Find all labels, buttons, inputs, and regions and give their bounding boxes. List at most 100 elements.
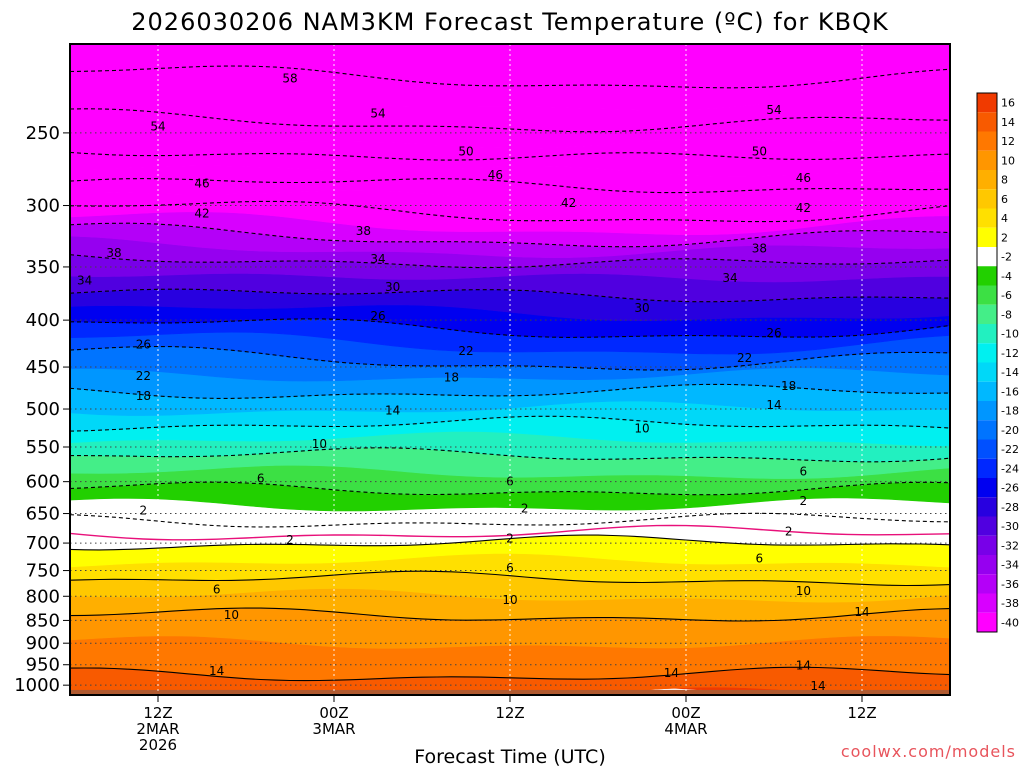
- colorbar-swatch: [977, 247, 997, 267]
- contour-label: 14: [209, 664, 224, 678]
- contour-label: 14: [796, 659, 811, 673]
- colorbar-swatch: [977, 150, 997, 170]
- contour-label: 2: [140, 503, 148, 517]
- contour-label: 38: [106, 246, 121, 260]
- colorbar-label: -22: [1001, 443, 1019, 456]
- contour-label: 42: [796, 201, 811, 215]
- colorbar-label: -28: [1001, 501, 1019, 514]
- y-tick-label: 550: [26, 437, 60, 458]
- colorbar-swatch: [977, 170, 997, 190]
- contour-label: 42: [561, 196, 576, 210]
- colorbar-label: -32: [1001, 539, 1019, 552]
- contour-label: 2: [800, 494, 808, 508]
- y-tick-label: 250: [26, 123, 60, 144]
- y-tick-label: 600: [26, 472, 60, 493]
- contour-label: 14: [766, 398, 781, 412]
- contour-label: 2: [521, 502, 529, 516]
- contour-line: [70, 65, 950, 89]
- colorbar-label: -2: [1001, 251, 1012, 264]
- contour-label: 42: [194, 206, 209, 220]
- colorbar-label: -34: [1001, 559, 1019, 572]
- contour-line: [70, 534, 950, 551]
- x-tick-label: 12Z: [495, 704, 524, 722]
- contour-label: 10: [312, 437, 327, 451]
- contour-line: [70, 512, 950, 528]
- x-tick-label: 12Z: [143, 704, 172, 722]
- colorbar-swatch: [977, 381, 997, 401]
- colorbar-swatch: [977, 439, 997, 459]
- contour-label: 46: [194, 177, 209, 191]
- surface-band: [70, 689, 950, 695]
- contour-label: 6: [800, 465, 808, 479]
- contour-label: 30: [385, 280, 400, 294]
- x-tick-label: 12Z: [847, 704, 876, 722]
- y-tick-label: 350: [26, 257, 60, 278]
- colorbar-frame: [976, 92, 998, 633]
- colorbar-swatch: [977, 362, 997, 382]
- y-tick-label: 400: [26, 310, 60, 331]
- temperature-band: [143, 44, 946, 54]
- colorbar-label: -14: [1001, 366, 1019, 379]
- colorbar-label: -4: [1001, 270, 1012, 283]
- colorbar-swatch: [977, 593, 997, 613]
- x-tick-label: 2MAR: [136, 720, 179, 738]
- colorbar-swatch: [977, 93, 997, 113]
- contour-label: 18: [444, 371, 459, 385]
- y-tick-label: 500: [26, 399, 60, 420]
- colorbar-swatch: [977, 266, 997, 286]
- colorbar-swatch: [977, 478, 997, 498]
- colorbar-label: 12: [1001, 135, 1015, 148]
- colorbar-label: 10: [1001, 154, 1015, 167]
- colorbar-swatch: [977, 343, 997, 363]
- contour-label: 22: [737, 351, 752, 365]
- colorbar-label: -24: [1001, 462, 1019, 475]
- contour-label: 14: [854, 605, 869, 619]
- colorbar-label: -8: [1001, 308, 1012, 321]
- contour-line: [70, 607, 950, 622]
- contour-label: 14: [664, 666, 679, 680]
- contour-line: [70, 666, 950, 682]
- colorbar-swatch: [977, 227, 997, 247]
- colorbar-label: 14: [1001, 116, 1015, 129]
- contour-label: 6: [213, 583, 221, 597]
- freezing-line: [70, 524, 950, 541]
- contour-label: 10: [502, 593, 517, 607]
- colorbar-swatch: [977, 516, 997, 536]
- colorbar-swatch: [977, 304, 997, 324]
- contour-label: 6: [506, 475, 514, 489]
- colorbar-label: -40: [1001, 616, 1019, 629]
- contour-label: 46: [796, 171, 811, 185]
- grid-lines: [70, 44, 950, 695]
- colorbar-label: -6: [1001, 289, 1012, 302]
- colorbar-label: 4: [1001, 212, 1008, 225]
- contour-label: 30: [634, 301, 649, 315]
- contour-label: 38: [752, 241, 767, 255]
- colorbar-swatch: [977, 555, 997, 575]
- contour-label: 50: [752, 145, 767, 159]
- contour-label: 26: [370, 309, 385, 323]
- colorbar-swatch: [977, 285, 997, 305]
- contour-label: 38: [356, 224, 371, 238]
- y-axis: 2503003504004505005506006507007508008509…: [14, 123, 70, 696]
- x-tick-label: 2026: [139, 736, 177, 754]
- contour-label: 26: [766, 326, 781, 340]
- contour-label: 22: [136, 369, 151, 383]
- colorbar-swatch: [977, 131, 997, 151]
- chart-title: 2026030206 NAM3KM Forecast Temperature (…: [131, 8, 889, 36]
- contour-label: 26: [136, 337, 151, 351]
- x-tick-label: 00Z: [671, 704, 700, 722]
- colorbar-label: 8: [1001, 174, 1008, 187]
- contour-label: 54: [150, 119, 165, 133]
- contour-label: 54: [766, 103, 781, 117]
- colorbar-label: -12: [1001, 347, 1019, 360]
- colorbar-swatch: [977, 497, 997, 517]
- contour-line: [70, 108, 950, 133]
- contour-label: 2: [506, 531, 514, 545]
- colorbar-swatch: [977, 189, 997, 209]
- colorbar-swatch: [977, 574, 997, 594]
- contour-label: 2: [785, 525, 793, 539]
